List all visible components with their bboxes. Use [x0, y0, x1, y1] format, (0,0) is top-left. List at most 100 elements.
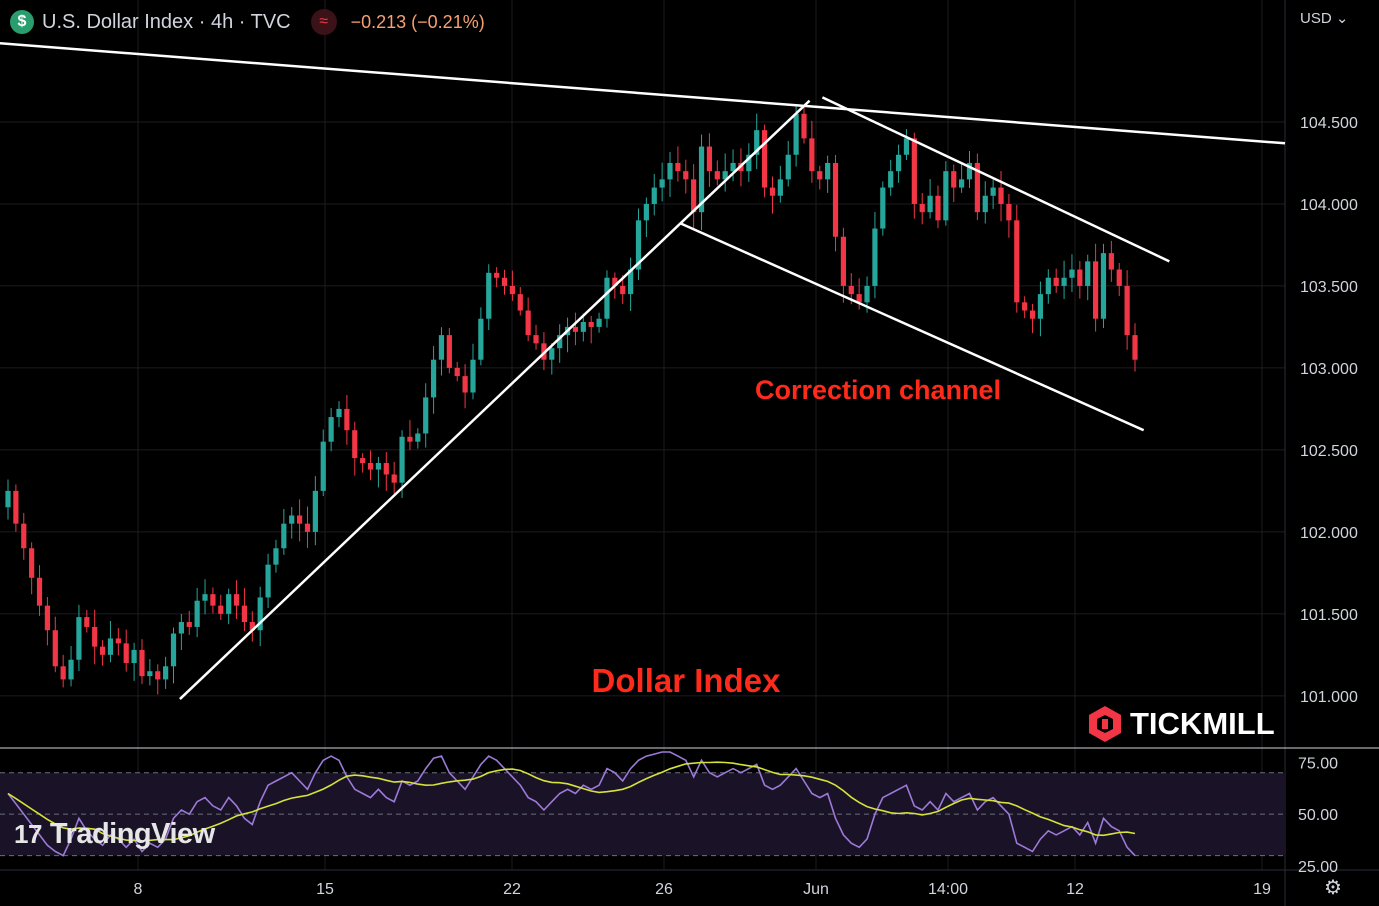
candle-body [974, 162, 980, 213]
candle [352, 421, 358, 476]
wave-icon[interactable]: ≈ [310, 9, 337, 35]
candle-body [478, 318, 484, 360]
candle [178, 613, 184, 651]
candle [982, 181, 988, 224]
candle [115, 628, 121, 656]
candle [722, 153, 728, 192]
candle-body [367, 463, 374, 470]
candles [5, 104, 1138, 695]
candle [289, 507, 295, 539]
candle-body [178, 622, 184, 634]
candle [123, 629, 129, 672]
candle-body [817, 171, 823, 180]
candle-body [415, 433, 421, 442]
candle-body [1132, 335, 1138, 360]
candle-body [312, 490, 318, 532]
candle-body [454, 367, 460, 377]
candle-body [1014, 220, 1020, 303]
candle-body [620, 285, 626, 295]
candle [943, 161, 949, 226]
candle [29, 542, 35, 595]
candle-body [927, 195, 933, 213]
time-tick-label: 22 [503, 881, 521, 898]
time-tick-label: Jun [803, 881, 829, 898]
candle-body [990, 187, 996, 196]
candle [1085, 254, 1091, 301]
candle [155, 664, 161, 695]
candle-body [651, 187, 657, 204]
candle-body [257, 597, 263, 631]
settings-gear-icon[interactable]: ⚙ [1324, 876, 1342, 899]
candle [391, 461, 397, 494]
currency-selector[interactable]: USD ⌄ [1300, 9, 1348, 27]
rsi-tick-label: 75.00 [1298, 755, 1338, 772]
candle-body [226, 594, 232, 614]
candle-body [746, 154, 752, 172]
candle-body [249, 622, 255, 631]
candle-body [895, 154, 902, 172]
candle [470, 343, 476, 400]
price-tick-label: 103.000 [1300, 361, 1358, 378]
candle [730, 149, 736, 182]
candle-body [462, 376, 468, 393]
candle [1053, 268, 1059, 293]
candle [210, 587, 216, 614]
candle [52, 616, 58, 673]
candle-body [769, 187, 776, 196]
candle [557, 324, 563, 363]
candle [643, 197, 649, 238]
candle-body [218, 605, 224, 614]
currency-label: USD [1300, 10, 1332, 27]
candle-body [1061, 277, 1067, 286]
candle-body [659, 179, 665, 188]
chart-header: $ U.S. Dollar Index · 4h · TVC ≈ −0.213 … [10, 8, 485, 36]
candle [596, 312, 602, 333]
candle [1077, 260, 1083, 299]
candle-body [635, 220, 642, 270]
candle-body [163, 666, 169, 680]
candle [218, 594, 224, 620]
candle-body [691, 179, 697, 213]
candle-body [777, 179, 783, 196]
time-tick-label: 26 [655, 881, 673, 898]
candle [383, 452, 389, 491]
candle-body [68, 659, 74, 680]
candle-body [903, 138, 910, 155]
candle-body [628, 269, 634, 295]
candle-body [210, 594, 216, 606]
candle-body [241, 605, 248, 623]
candle-body [1116, 269, 1122, 286]
candle-body [832, 162, 839, 237]
candle [1061, 260, 1067, 299]
symbol-title[interactable]: U.S. Dollar Index · 4h · TVC [42, 10, 291, 33]
candle-body [801, 113, 807, 139]
candle-body [525, 310, 531, 336]
candle [131, 642, 137, 681]
candle-body [667, 162, 673, 180]
candle-body [29, 548, 35, 578]
candle [998, 171, 1004, 222]
candle [1045, 269, 1051, 304]
candle-body [438, 335, 445, 360]
candle-body [344, 408, 350, 431]
candle-body [383, 463, 389, 475]
candle-body [423, 397, 429, 434]
trendline-upper-resistance [0, 42, 1286, 145]
candle [919, 193, 925, 225]
candle-body [391, 474, 397, 483]
candle-body [785, 154, 791, 180]
tickmill-logo-icon [1089, 706, 1121, 742]
candle-body [943, 171, 949, 221]
candle-body [872, 228, 878, 286]
candle [328, 407, 334, 452]
candle [903, 129, 910, 161]
candle-body [92, 626, 98, 647]
time-tick-label: 14:00 [928, 881, 968, 898]
price-change: −0.213 (−0.21%) [350, 11, 485, 32]
candle-body [1069, 269, 1075, 278]
candle-body [170, 633, 177, 667]
annotation-dollar-index: Dollar Index [592, 662, 782, 699]
candle [257, 586, 263, 647]
candle [60, 654, 66, 688]
